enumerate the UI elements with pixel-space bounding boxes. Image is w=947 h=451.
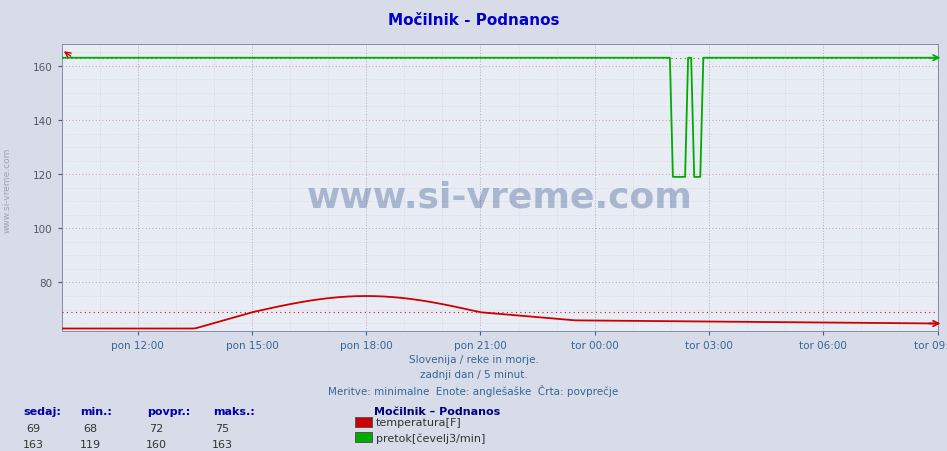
Text: zadnji dan / 5 minut.: zadnji dan / 5 minut. [420, 369, 527, 379]
Text: 160: 160 [146, 439, 167, 449]
Text: pretok[čevelj3/min]: pretok[čevelj3/min] [376, 432, 485, 443]
Text: 68: 68 [83, 423, 97, 433]
Text: sedaj:: sedaj: [24, 406, 62, 416]
Text: min.:: min.: [80, 406, 113, 416]
Text: 69: 69 [27, 423, 40, 433]
Text: www.si-vreme.com: www.si-vreme.com [3, 147, 12, 232]
Text: Slovenija / reke in morje.: Slovenija / reke in morje. [408, 354, 539, 364]
Text: www.si-vreme.com: www.si-vreme.com [307, 180, 692, 214]
Text: 119: 119 [80, 439, 100, 449]
Text: 163: 163 [212, 439, 233, 449]
Text: 163: 163 [23, 439, 44, 449]
Text: Meritve: minimalne  Enote: anglešaške  Črta: povprečje: Meritve: minimalne Enote: anglešaške Črt… [329, 384, 618, 396]
Text: temperatura[F]: temperatura[F] [376, 417, 462, 427]
Text: maks.:: maks.: [213, 406, 255, 416]
Text: povpr.:: povpr.: [147, 406, 190, 416]
Text: 72: 72 [149, 423, 164, 433]
Text: Močilnik – Podnanos: Močilnik – Podnanos [374, 406, 500, 416]
Text: 75: 75 [216, 423, 229, 433]
Text: Močilnik - Podnanos: Močilnik - Podnanos [387, 13, 560, 28]
